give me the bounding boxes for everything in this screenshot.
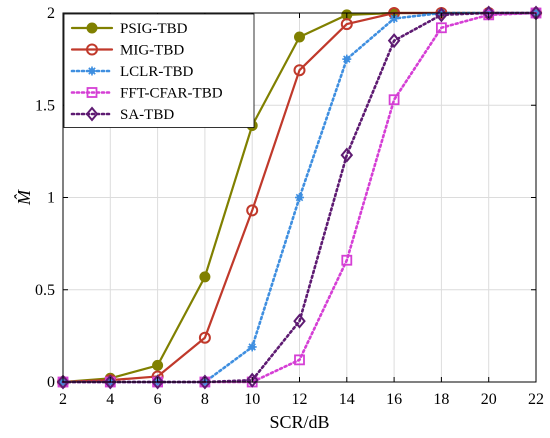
y-axis-label: M̂ bbox=[14, 189, 34, 206]
legend-entry: PSIG-TBD bbox=[70, 21, 188, 37]
data-point bbox=[435, 22, 447, 34]
data-point bbox=[387, 33, 401, 49]
legend-entry: FFT-CFAR-TBD bbox=[70, 86, 223, 102]
legend-entry: MIG-TBD bbox=[70, 43, 184, 59]
y-tick-label: 0.5 bbox=[35, 282, 55, 299]
y-tick-label: 0 bbox=[47, 374, 55, 391]
x-tick-label: 2 bbox=[59, 391, 67, 408]
legend-marker bbox=[86, 43, 98, 56]
data-point bbox=[342, 54, 352, 64]
legend-marker bbox=[86, 87, 98, 98]
x-tick-label: 22 bbox=[528, 391, 544, 408]
data-point bbox=[151, 374, 164, 390]
x-tick-label: 16 bbox=[386, 391, 402, 408]
y-tick-label: 2 bbox=[47, 5, 55, 22]
legend: PSIG-TBD MIG-TBD LCLR-TBD FFT-CFAR-TBD SA-TB… bbox=[63, 13, 255, 128]
legend-label: LCLR-TBD bbox=[120, 64, 193, 80]
data-point bbox=[56, 374, 70, 390]
data-point bbox=[294, 354, 305, 366]
data-point bbox=[293, 313, 306, 329]
data-point bbox=[198, 374, 212, 390]
x-tick-label: 20 bbox=[481, 391, 497, 408]
data-point bbox=[199, 271, 211, 283]
data-point bbox=[295, 193, 304, 202]
x-tick-label: 4 bbox=[106, 391, 114, 408]
legend-entry: SA-TBD bbox=[70, 106, 174, 123]
x-tick-label: 12 bbox=[292, 391, 308, 408]
axis-ticks: 2 4 6 8 10 12 14 16 18 20 22 0 0.5 1 1.5 2 bbox=[35, 5, 544, 408]
legend-label: PSIG-TBD bbox=[120, 21, 188, 37]
x-tick-label: 8 bbox=[201, 391, 209, 408]
legend-label: SA-TBD bbox=[120, 107, 174, 123]
y-tick-label: 1.5 bbox=[35, 97, 55, 114]
legend-marker bbox=[85, 106, 99, 122]
data-point bbox=[388, 94, 400, 106]
legend-marker bbox=[87, 66, 97, 76]
x-tick-label: 6 bbox=[154, 391, 162, 408]
data-point bbox=[482, 5, 496, 21]
legend-marker bbox=[86, 22, 98, 34]
data-point bbox=[389, 14, 399, 24]
y-tick-label: 1 bbox=[47, 190, 55, 207]
legend-label: FFT-CFAR-TBD bbox=[120, 86, 223, 102]
data-point bbox=[293, 64, 306, 77]
data-point bbox=[246, 204, 259, 217]
data-point bbox=[341, 254, 353, 266]
x-axis-label: SCR/dB bbox=[269, 412, 329, 432]
data-point bbox=[340, 147, 354, 163]
data-point bbox=[247, 342, 257, 352]
legend-entry: LCLR-TBD bbox=[70, 64, 193, 80]
data-point bbox=[245, 372, 259, 388]
data-point bbox=[198, 331, 211, 344]
legend-label: MIG-TBD bbox=[120, 43, 184, 59]
data-point bbox=[340, 18, 353, 31]
x-tick-label: 18 bbox=[433, 391, 449, 408]
x-tick-label: 14 bbox=[339, 391, 355, 408]
data-point bbox=[294, 31, 305, 43]
x-tick-label: 10 bbox=[244, 391, 260, 408]
data-point bbox=[152, 359, 164, 371]
data-point bbox=[103, 374, 117, 390]
